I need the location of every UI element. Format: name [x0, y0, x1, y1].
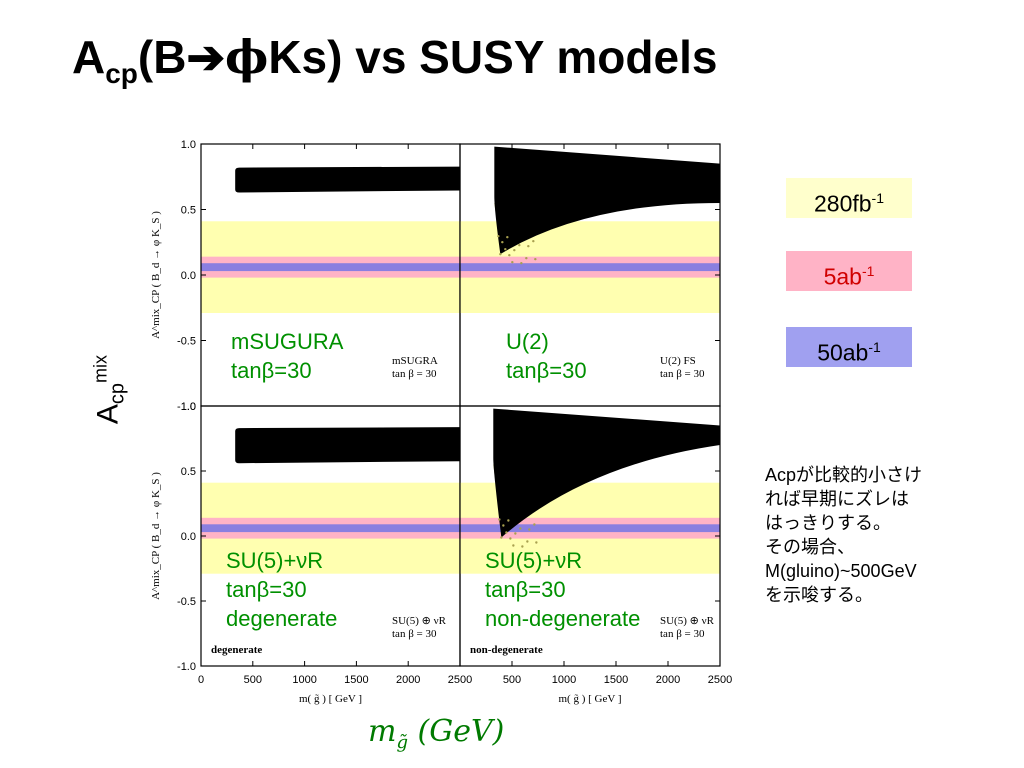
scatter-dot — [533, 523, 536, 526]
scatter-dot — [527, 244, 530, 248]
scatter-dot — [521, 545, 524, 548]
scatter-region-panel-1 — [235, 166, 460, 193]
scatter-dot — [528, 528, 531, 531]
overlay-label: mSUGURA — [231, 329, 344, 354]
y-tick-label: 1.0 — [181, 401, 196, 413]
scatter-dot — [506, 235, 509, 239]
scatter-dot — [518, 243, 521, 247]
band-50ab-1 — [201, 524, 460, 533]
scatter-dot — [526, 540, 529, 543]
overlay-label: degenerate — [226, 606, 337, 631]
figure-label: degenerate — [211, 644, 262, 656]
overlay-label: tanβ=30 — [506, 358, 587, 383]
figure-label: tan β = 30 — [660, 628, 705, 640]
scatter-dot — [497, 234, 500, 238]
scatter-dot — [535, 541, 538, 544]
y-tick-label: 1.0 — [181, 139, 196, 151]
y-tick-label: -1.0 — [177, 401, 196, 413]
scatter-dot — [501, 240, 504, 244]
y-tick-label: -0.5 — [177, 596, 196, 608]
x-tick-label: 0 — [198, 674, 204, 686]
scatter-dot — [507, 519, 510, 522]
scatter-dot — [500, 536, 503, 539]
figure-label: tan β = 30 — [660, 368, 705, 380]
inner-x-label: m( g̃ ) [ GeV ] — [299, 693, 362, 705]
overlay-label: tanβ=30 — [226, 577, 307, 602]
figure-label: mSUGRA — [392, 355, 438, 367]
figure-label: U(2) FS — [660, 355, 696, 367]
x-tick-label: 500 — [503, 674, 521, 686]
note-line: M(gluino)~500GeV — [765, 561, 917, 581]
overlay-label: SU(5)+νR — [485, 548, 582, 573]
figure-label: SU(5) ⊕ νR — [392, 615, 447, 627]
scatter-dot — [520, 261, 523, 265]
scatter-region-panel-2 — [494, 146, 720, 255]
inner-y-label: A^mix_CP ( B_d → φ K_S ) — [150, 211, 162, 339]
band-50ab-1 — [460, 524, 720, 533]
figure-label: non-degenerate — [470, 644, 543, 656]
scatter-dot — [534, 257, 537, 261]
scatter-region-panel-3 — [235, 427, 460, 464]
scatter-dot — [505, 531, 508, 534]
scatter-region-panel-4 — [493, 408, 720, 538]
note-line: を示唆する。 — [765, 585, 873, 605]
x-axis-label: mg̃ (GeV) — [368, 714, 505, 753]
scatter-dot — [502, 524, 505, 527]
y-tick-label: 0.0 — [181, 270, 196, 282]
scatter-dot — [508, 253, 511, 257]
scatter-dot — [512, 544, 515, 547]
inner-y-label: A^mix_CP ( B_d → φ K_S ) — [150, 472, 162, 600]
scatter-dot — [498, 518, 501, 521]
y-tick-label: 0.5 — [181, 466, 196, 478]
scatter-dot — [513, 248, 516, 252]
y-tick-label: -0.5 — [177, 336, 196, 348]
x-tick-label: 2500 — [448, 674, 472, 686]
y-axis-label: Acpmix — [90, 354, 129, 425]
scatter-dot — [499, 252, 502, 256]
legend-item-5ab: 5ab-1 — [786, 251, 912, 291]
overlay-label: U(2) — [506, 329, 549, 354]
legend-item-280fb: 280fb-1 — [786, 178, 912, 218]
overlay-label: non-degenerate — [485, 606, 640, 631]
x-tick-label: 2000 — [656, 674, 680, 686]
y-tick-label: 0.5 — [181, 205, 196, 217]
annotation-note: Acpが比較的小さけ れば早期にズレは はっきりする。 その場合、 M(glui… — [765, 463, 1005, 607]
inner-x-label: m( g̃ ) [ GeV ] — [558, 693, 621, 705]
note-line: はっきりする。 — [765, 513, 891, 533]
scatter-dot — [532, 239, 535, 243]
y-tick-label: -1.0 — [177, 661, 196, 673]
band-50ab-1 — [460, 263, 720, 272]
scatter-dot — [511, 260, 514, 264]
y-tick-label: 0.0 — [181, 531, 196, 543]
x-tick-label: 1000 — [552, 674, 576, 686]
overlay-label: tanβ=30 — [231, 358, 312, 383]
legend-item-50ab: 50ab-1 — [786, 327, 912, 367]
scatter-dot — [525, 256, 528, 260]
note-line: れば早期にズレは — [765, 489, 909, 509]
figure-label: SU(5) ⊕ νR — [660, 615, 715, 627]
note-line: Acpが比較的小さけ — [765, 465, 923, 485]
x-tick-label: 500 — [244, 674, 262, 686]
x-tick-label: 2500 — [708, 674, 732, 686]
scatter-dot — [514, 532, 517, 535]
scatter-dot — [504, 247, 507, 251]
x-tick-label: 2000 — [396, 674, 420, 686]
scatter-dot — [509, 537, 512, 540]
figure-label: tan β = 30 — [392, 368, 437, 380]
note-line: その場合、 — [765, 537, 855, 557]
x-tick-label: 1000 — [292, 674, 316, 686]
x-tick-label: 1500 — [344, 674, 368, 686]
page-title: Acp(B➔ϕKs) vs SUSY models — [72, 30, 718, 89]
x-tick-label: 1500 — [604, 674, 628, 686]
overlay-label: tanβ=30 — [485, 577, 566, 602]
figure-label: tan β = 30 — [392, 628, 437, 640]
scatter-dot — [519, 527, 522, 530]
band-50ab-1 — [201, 263, 460, 272]
overlay-label: SU(5)+νR — [226, 548, 323, 573]
